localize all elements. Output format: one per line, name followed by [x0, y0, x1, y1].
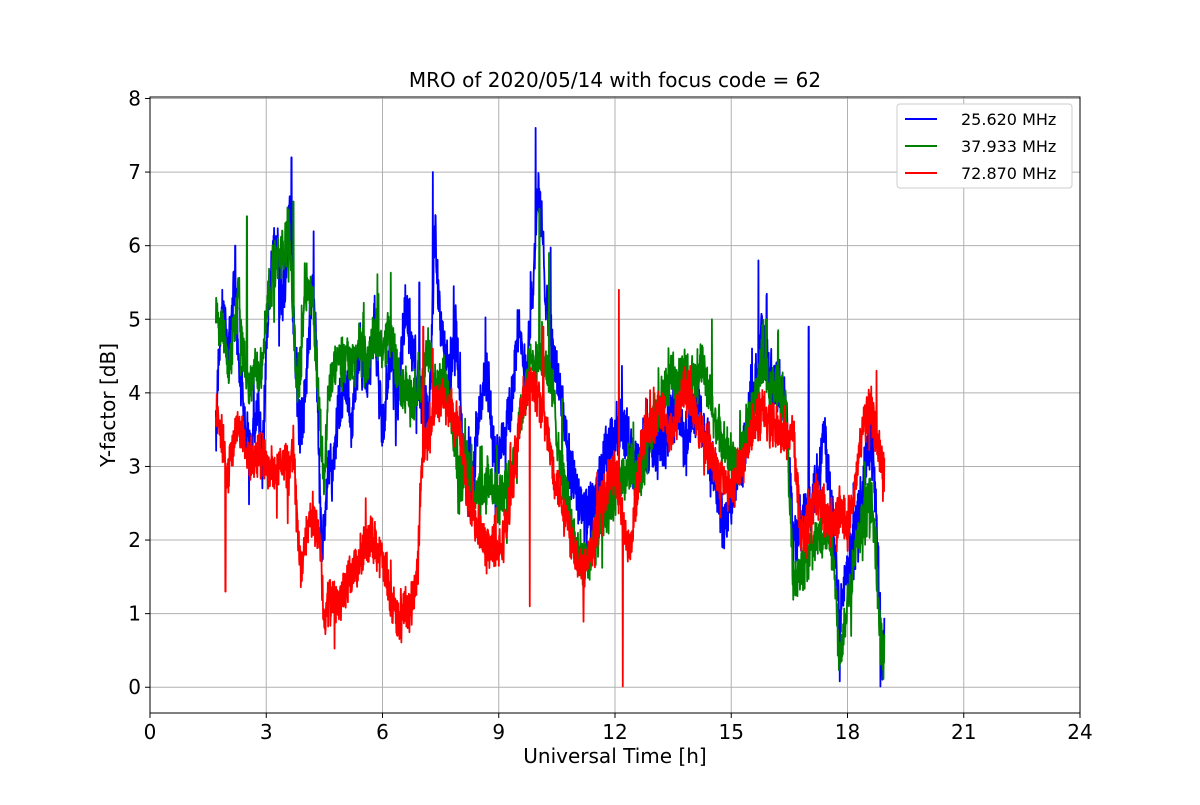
legend-entry: 37.933 MHz	[961, 137, 1056, 156]
legend: 25.620 MHz 37.933 MHz 72.870 MHz	[896, 103, 1073, 189]
series-layer	[214, 127, 886, 688]
y-tick-label: 3	[128, 454, 141, 478]
series-line-2	[214, 200, 886, 680]
legend-entry: 72.870 MHz	[961, 164, 1056, 183]
x-tick-label: 3	[260, 720, 273, 744]
x-tick-label: 18	[835, 720, 860, 744]
y-tick-label: 7	[128, 160, 141, 184]
x-tick-label: 0	[144, 720, 157, 744]
y-tick-label: 1	[128, 602, 141, 626]
x-tick-label: 21	[951, 720, 976, 744]
legend-box	[896, 103, 1073, 189]
x-tick-label: 9	[492, 720, 505, 744]
y-tick-label: 2	[128, 528, 141, 552]
y-tick-label: 4	[128, 381, 141, 405]
y-tick-label: 6	[128, 234, 141, 258]
series-line-3	[214, 288, 886, 688]
y-tick-label: 5	[128, 307, 141, 331]
x-tick-label: 12	[602, 720, 627, 744]
y-axis-label: Y-factor [dB]	[96, 343, 120, 468]
legend-entry: 25.620 MHz	[961, 110, 1056, 129]
x-tick-label: 15	[719, 720, 744, 744]
x-axis-label: Universal Time [h]	[523, 744, 706, 768]
x-tick-label: 6	[376, 720, 389, 744]
y-tick-label: 8	[128, 86, 141, 110]
chart-title: MRO of 2020/05/14 with focus code = 62	[409, 68, 821, 92]
x-tick-label: 24	[1067, 720, 1092, 744]
y-tick-label: 0	[128, 675, 141, 699]
